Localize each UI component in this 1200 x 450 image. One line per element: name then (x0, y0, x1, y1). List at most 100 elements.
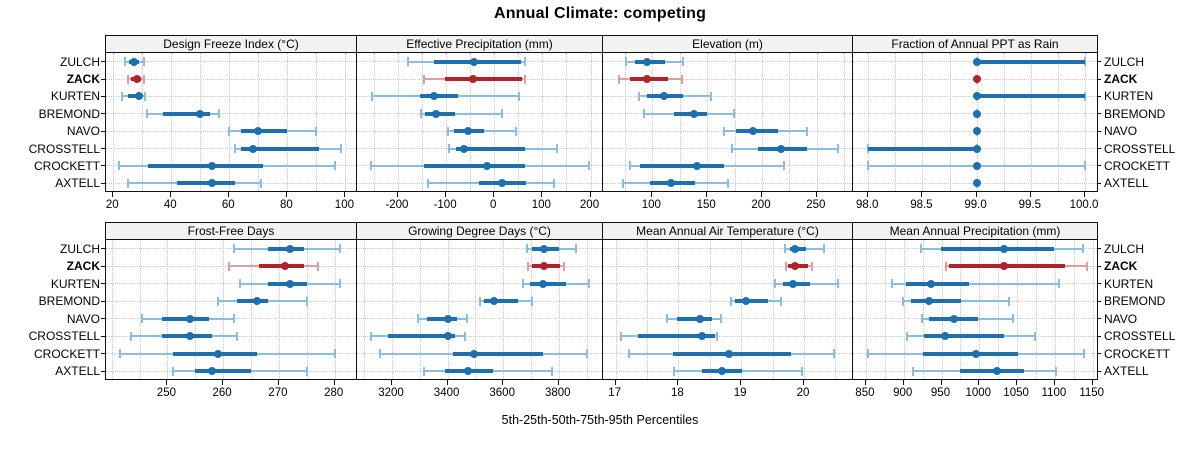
interquartile-bar-25-75 (922, 351, 1018, 356)
x-axis-tick (344, 192, 346, 197)
cap-95th (805, 126, 808, 136)
x-axis-tick-label: -200 (385, 199, 409, 211)
gridline-vertical (844, 53, 846, 191)
median-dot-axtell (207, 179, 216, 188)
gridline-vertical (542, 53, 544, 191)
cap-5th (423, 74, 426, 84)
gridline-vertical (142, 53, 144, 191)
cap-5th (638, 91, 641, 101)
cap-95th (233, 314, 236, 324)
gridline-vertical (903, 240, 905, 379)
gridline-vertical (865, 240, 867, 379)
gridline-vertical (470, 53, 472, 191)
gridline-vertical (223, 240, 225, 379)
interquartile-bar-25-75 (240, 129, 288, 134)
x-axis-tick (502, 380, 504, 385)
x-axis-tick-label: 100.0 (1069, 199, 1099, 211)
gridline-vertical (762, 53, 763, 191)
median-dot-kurten (926, 279, 935, 288)
y-tick-left (101, 283, 105, 285)
gridline-vertical (566, 53, 568, 191)
gridline-vertical (316, 53, 318, 191)
interquartile-bar-25-75 (734, 299, 769, 304)
median-dot-zulch (1000, 244, 1009, 253)
cap-95th (574, 244, 577, 254)
site-label-left-axtell: AXTELL (55, 176, 100, 191)
median-dot-zack (642, 75, 651, 84)
gridline-vertical (707, 53, 709, 191)
gridline-vertical (789, 53, 791, 191)
gridline-vertical (895, 53, 897, 191)
x-axis-tick (677, 380, 679, 385)
interquartile-bar-25-75 (637, 334, 715, 339)
x-axis-tick (166, 380, 168, 385)
cap-95th (832, 349, 835, 359)
y-tick-right (1097, 61, 1101, 63)
cap-95th (720, 314, 723, 324)
strip-title-mean-annual-precipitation-mm: Mean Annual Precipitation (mm) (889, 224, 1061, 238)
cap-5th (141, 314, 144, 324)
gridline-horizontal (106, 148, 356, 150)
median-dot-zack (468, 75, 477, 84)
cap-5th (642, 109, 645, 119)
median-dot-kurten (788, 279, 797, 288)
panel-design-freeze-index-c (105, 53, 357, 192)
gridline-vertical (868, 53, 870, 191)
x-axis-tick (589, 192, 591, 197)
x-axis-tick-label: 80 (279, 199, 293, 211)
cap-95th (1011, 314, 1014, 324)
median-dot-crockett (725, 349, 734, 358)
x-axis-tick-label: 850 (855, 387, 875, 399)
cap-5th (920, 314, 923, 324)
cap-5th (234, 144, 237, 154)
cap-95th (315, 126, 318, 136)
interquartile-bar-25-75 (868, 146, 977, 151)
x-axis-tick (170, 192, 172, 197)
cap-95th (218, 109, 221, 119)
site-label-left-crockett: CROCKETT (34, 346, 100, 361)
median-dot-bremond (690, 109, 698, 118)
cap-5th (867, 161, 870, 171)
gridline-vertical (392, 240, 393, 379)
cap-95th (1084, 91, 1086, 101)
gridline-horizontal (603, 78, 852, 80)
cap-5th (891, 279, 894, 289)
y-tick-right (1097, 248, 1101, 250)
median-dot-zack (972, 75, 981, 84)
y-tick-left (101, 165, 105, 167)
strip-title-growing-degree-days-c: Growing Degree Days (°C) (408, 224, 551, 238)
x-axis-tick (1084, 192, 1085, 197)
x-axis-tick-label: 3600 (489, 387, 515, 399)
cap-95th (530, 296, 533, 306)
y-tick-right (1097, 265, 1101, 267)
interquartile-bar-25-75 (735, 129, 779, 134)
gridline-vertical (287, 53, 289, 191)
site-label-left-kurten: KURTEN (50, 89, 100, 104)
gridline-vertical (741, 240, 743, 379)
median-dot-zulch (972, 57, 981, 66)
median-dot-axtell (992, 367, 1001, 376)
median-dot-kurten (135, 92, 144, 101)
cap-95th (501, 109, 504, 119)
gridline-vertical (884, 240, 886, 379)
gridline-horizontal (357, 283, 602, 285)
cap-5th (621, 178, 624, 188)
gridline-vertical (1003, 53, 1005, 191)
gridline-vertical (647, 240, 648, 379)
cap-5th (171, 366, 174, 376)
median-dot-bremond (432, 109, 441, 118)
cap-5th (126, 178, 129, 188)
x-axis-tick-label: 20 (796, 387, 810, 399)
cap-95th (1007, 296, 1010, 306)
x-axis-tick (1053, 380, 1055, 385)
gridline-vertical (979, 240, 981, 379)
cap-95th (836, 144, 839, 154)
x-axis-tick (940, 380, 942, 385)
cap-95th (1054, 366, 1057, 376)
median-dot-zack (790, 262, 799, 271)
median-dot-axtell (463, 367, 472, 376)
gridline-vertical (334, 240, 336, 379)
y-tick-right (1097, 318, 1101, 320)
cap-95th (144, 91, 147, 101)
interquartile-bar-25-75 (484, 299, 519, 304)
